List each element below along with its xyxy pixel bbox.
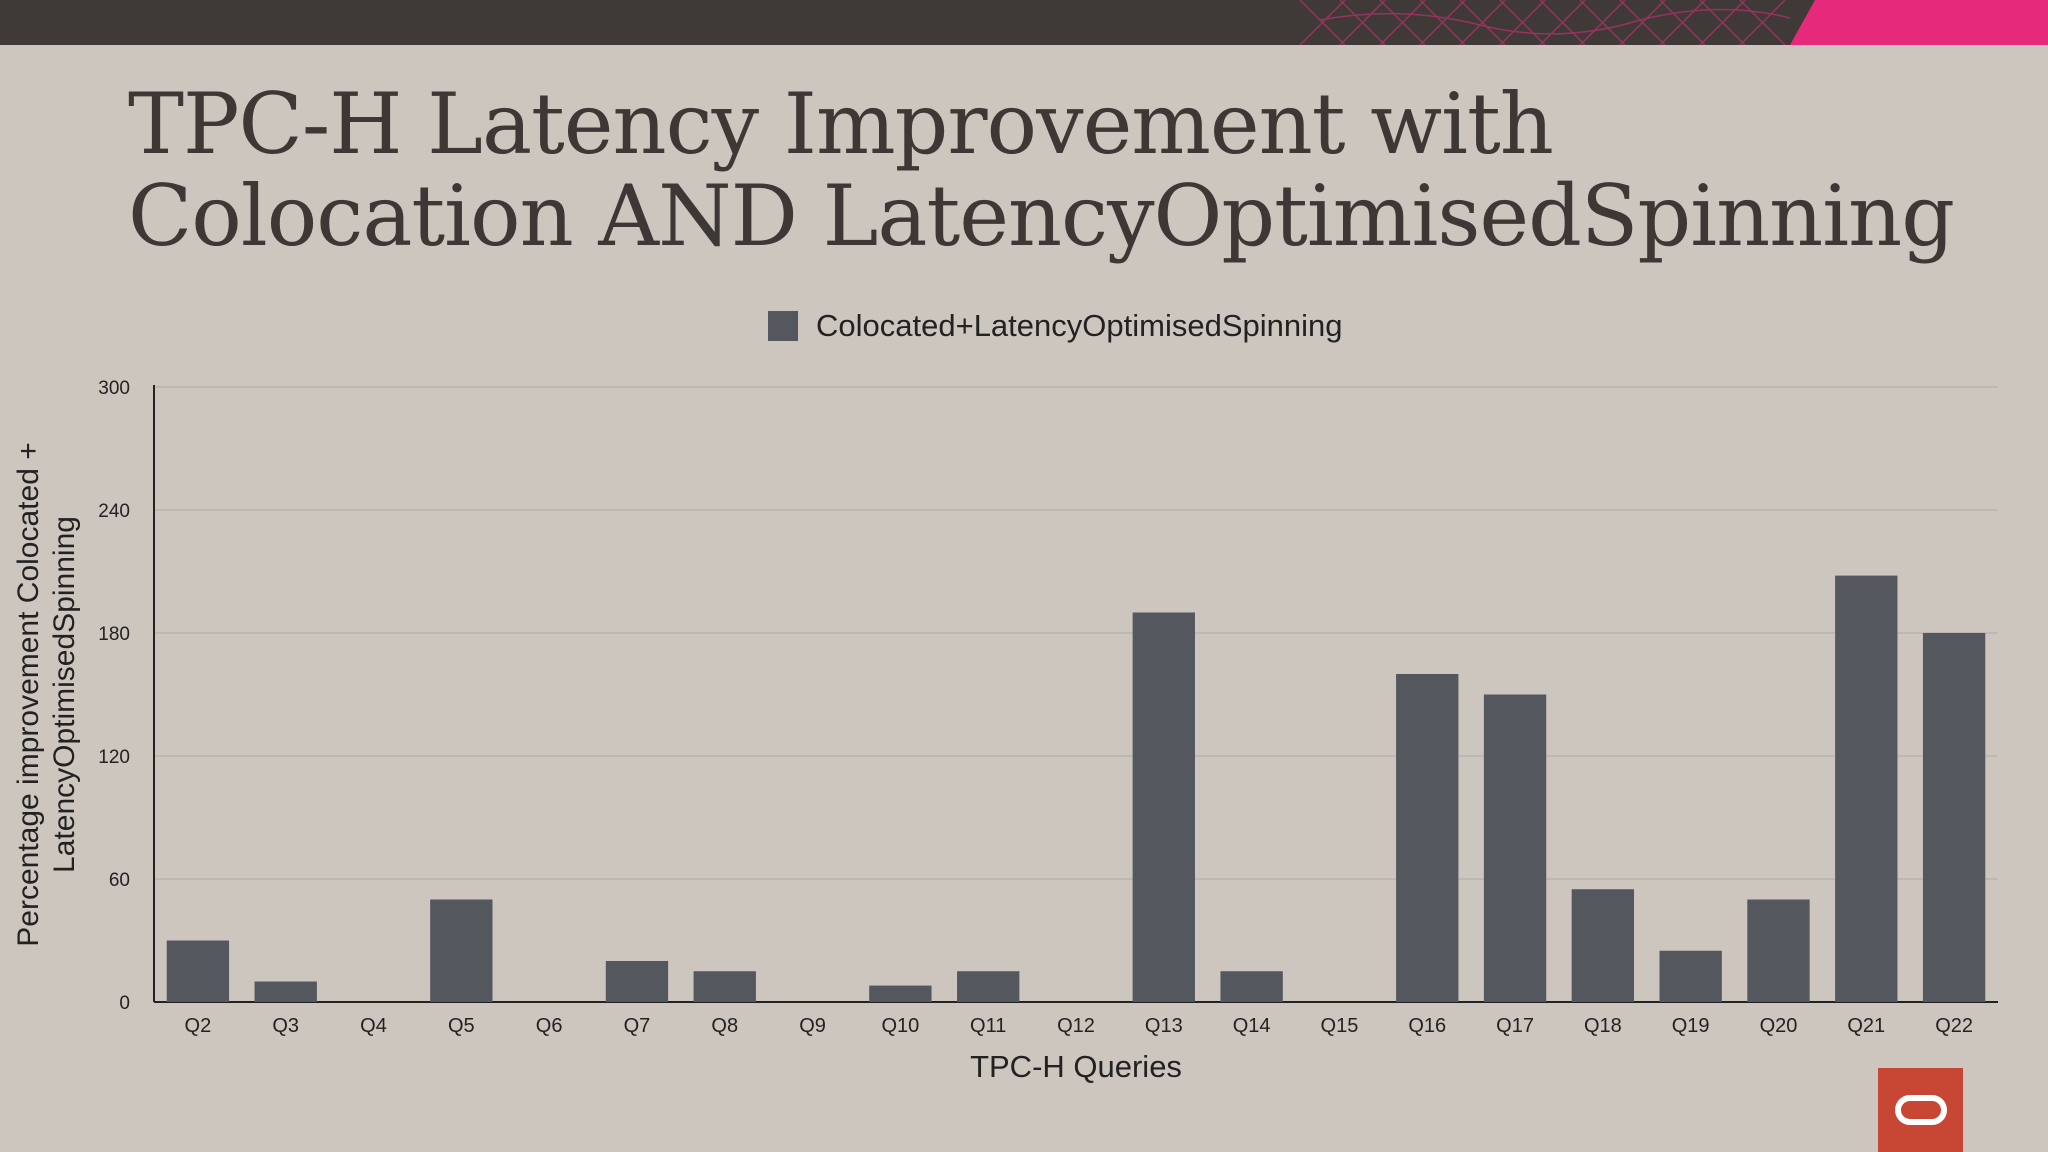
x-tick-label: Q14 — [1233, 1015, 1271, 1037]
slide-title-line-1: TPC-H Latency Improvement with — [128, 75, 1554, 173]
bar — [1747, 899, 1810, 1002]
x-tick-label: Q8 — [711, 1015, 738, 1037]
bar — [1132, 612, 1195, 1002]
x-tick-label: Q11 — [970, 1015, 1006, 1037]
bar — [1571, 889, 1635, 1002]
x-tick-label: Q18 — [1584, 1015, 1622, 1037]
x-tick-label: Q15 — [1321, 1015, 1359, 1037]
bar — [254, 981, 317, 1002]
x-tick-label: Q22 — [1935, 1015, 1973, 1037]
x-tick-label: Q17 — [1496, 1015, 1534, 1037]
x-tick-label: Q13 — [1145, 1015, 1183, 1037]
top-banner — [0, 0, 2048, 45]
x-tick-label: Q5 — [448, 1015, 475, 1037]
bar — [1483, 694, 1547, 1002]
banner-pattern — [1299, 0, 2048, 45]
y-tick-label: 180 — [98, 624, 130, 645]
x-axis-label: TPC-H Queries — [970, 1049, 1182, 1084]
y-tick-label: 0 — [119, 993, 130, 1014]
x-tick-label: Q16 — [1408, 1015, 1446, 1037]
y-tick-label: 300 — [98, 378, 130, 399]
chart-legend: Colocated+LatencyOptimisedSpinning — [768, 308, 1342, 344]
slide-title-line-2: Colocation AND LatencyOptimisedSpinning — [128, 167, 1955, 265]
x-tick-label: Q9 — [799, 1015, 826, 1037]
bar — [166, 940, 230, 1002]
bar — [869, 985, 932, 1002]
x-tick-label: Q20 — [1760, 1015, 1798, 1037]
oracle-logo-icon — [1878, 1068, 1963, 1152]
x-tick-label: Q10 — [881, 1015, 919, 1037]
x-tick-label: Q21 — [1847, 1015, 1885, 1037]
y-tick-label: 120 — [98, 747, 130, 768]
x-tick-label: Q2 — [185, 1015, 212, 1037]
y-axis-label-line: LatencyOptimisedSpinning — [48, 516, 81, 873]
x-tick-label: Q4 — [360, 1015, 387, 1037]
y-tick-label: 240 — [98, 501, 130, 522]
x-tick-label: Q7 — [624, 1015, 651, 1037]
bar — [957, 971, 1020, 1002]
bar — [1922, 633, 1986, 1002]
bar — [605, 961, 669, 1002]
bar — [430, 899, 493, 1002]
bar — [693, 971, 756, 1002]
x-tick-label: Q12 — [1057, 1015, 1095, 1037]
x-tick-label: Q19 — [1672, 1015, 1710, 1037]
bar — [1220, 971, 1283, 1002]
bar — [1835, 575, 1898, 1002]
legend-swatch — [768, 311, 798, 341]
y-axis-label-line: Percentage improvement Colocated + — [12, 442, 45, 946]
bar — [1396, 674, 1459, 1002]
x-tick-label: Q6 — [536, 1015, 563, 1037]
x-tick-label: Q3 — [272, 1015, 299, 1037]
y-tick-label: 60 — [109, 870, 130, 891]
bar — [1659, 950, 1722, 1002]
slide-title: TPC-H Latency Improvement with Colocatio… — [128, 78, 2008, 262]
legend-label: Colocated+LatencyOptimisedSpinning — [816, 308, 1343, 343]
